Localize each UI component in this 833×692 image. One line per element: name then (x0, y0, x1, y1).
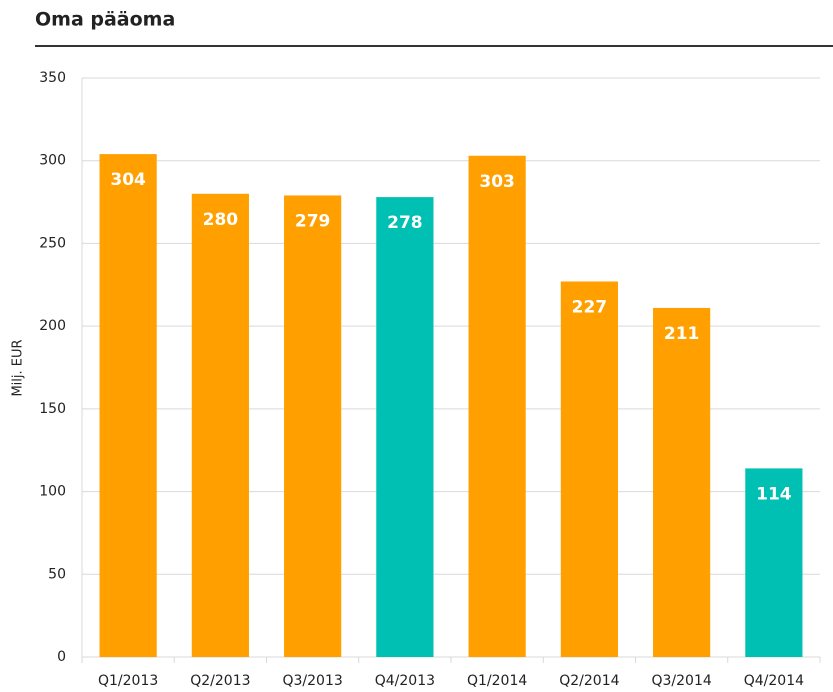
x-tick-label: Q2/2013 (190, 673, 250, 689)
bar (191, 193, 249, 658)
bar (99, 154, 157, 657)
bar (560, 281, 618, 657)
value-label: 211 (664, 324, 700, 344)
y-tick-label: 100 (39, 484, 66, 500)
x-tick-label: Q4/2013 (375, 673, 435, 689)
x-tick-label: Q3/2013 (282, 673, 342, 689)
x-tick-label: Q1/2014 (467, 673, 527, 689)
chart-title: Oma pääoma (35, 9, 175, 31)
x-tick-label: Q3/2014 (651, 673, 711, 689)
value-label: 114 (756, 484, 792, 504)
value-label: 303 (479, 172, 515, 192)
value-label: 304 (110, 170, 146, 190)
y-tick-label: 0 (57, 649, 66, 665)
value-label: 278 (387, 213, 423, 233)
bar (468, 155, 526, 657)
value-label: 280 (203, 210, 239, 230)
x-tick-label: Q2/2014 (559, 673, 619, 689)
y-tick-label: 150 (39, 401, 66, 417)
y-axis-label: Milj. EUR (11, 339, 26, 396)
y-tick-label: 50 (48, 566, 66, 582)
y-tick-label: 250 (39, 235, 66, 251)
y-tick-label: 350 (39, 70, 66, 86)
x-tick-label: Q4/2014 (744, 673, 804, 689)
bar (745, 468, 803, 657)
bar (653, 307, 711, 657)
y-tick-label: 200 (39, 318, 66, 334)
bar (284, 195, 342, 657)
x-tick-label: Q1/2013 (98, 673, 158, 689)
bar (376, 197, 434, 657)
value-label: 227 (572, 297, 608, 317)
y-tick-label: 300 (39, 153, 66, 169)
value-label: 279 (295, 211, 331, 231)
